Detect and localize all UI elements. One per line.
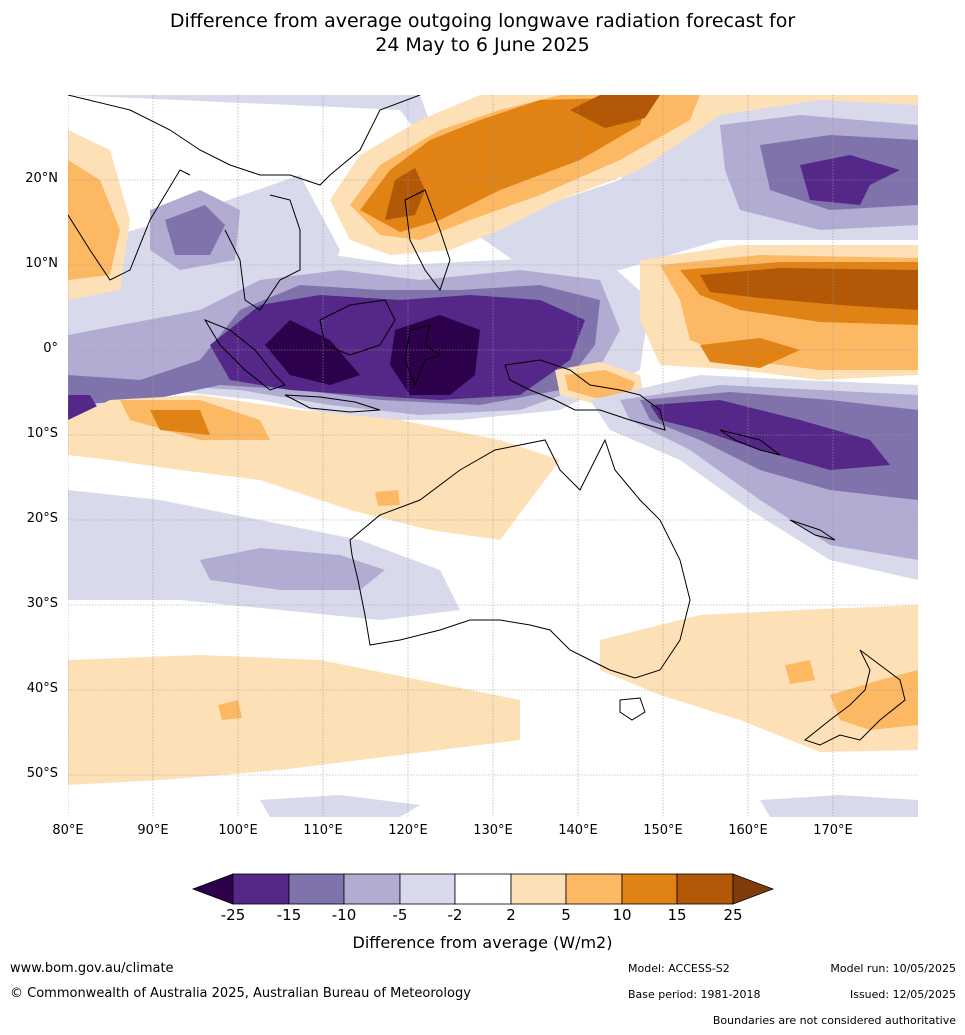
coast-new-zealand <box>803 649 906 746</box>
lon-label-80e: 80°E <box>52 823 84 838</box>
coast-vanuatu-nc <box>789 519 836 541</box>
colorbar-tick-9: 15 <box>667 906 687 924</box>
contour-pos-north-peak <box>570 95 660 128</box>
lon-label-100e: 100°E <box>218 823 258 838</box>
colorbar-arrow-min <box>191 873 234 905</box>
lon-label-110e: 110°E <box>303 823 343 838</box>
coast-sumatra <box>203 318 286 391</box>
colorbar-tick-5: -2 <box>447 906 463 924</box>
coast-java <box>284 394 381 413</box>
olr-anomaly-map <box>68 95 918 817</box>
contour-neg-pacific-north-3 <box>800 155 900 205</box>
lon-label-150e: 150°E <box>643 823 683 838</box>
contour-pos-tasman-2 <box>830 670 918 730</box>
contour-pos-pacific-eq-3b <box>700 338 800 368</box>
coast-australia <box>349 438 691 679</box>
model-run-text: Model run: 10/05/2025 <box>830 962 956 975</box>
colorbar-tick-6: 2 <box>506 906 516 924</box>
chart-title-line1: Difference from average outgoing longwav… <box>169 10 796 32</box>
disclaimer-text: Boundaries are not considered authoritat… <box>712 1014 956 1027</box>
colorbar-bin-3 <box>343 873 401 905</box>
coast-mainland-se-asia <box>68 95 421 311</box>
colorbar-bin-2 <box>288 873 345 905</box>
colorbar-bin-9 <box>676 873 734 905</box>
lon-label-170e: 170°E <box>813 823 853 838</box>
site-url-text: www.bom.gov.au/climate <box>10 961 174 976</box>
model-text: Model: ACCESS-S2 <box>628 962 730 975</box>
contour-pos-southern-ocean <box>68 655 520 785</box>
lat-label-40s: 40°S <box>26 681 58 696</box>
contour-neg-bay-bengal-2 <box>165 205 225 255</box>
contour-pos-tasman-3 <box>785 660 815 684</box>
contour-pos-southern-small <box>218 700 242 720</box>
coastlines <box>68 95 906 746</box>
coast-philippines <box>404 189 451 292</box>
lat-label-10s: 10°S <box>26 426 58 441</box>
lat-label-50s: 50°S <box>26 766 58 781</box>
colorbar-title: Difference from average (W/m2) <box>352 933 613 952</box>
lat-label-20s: 20°S <box>26 511 58 526</box>
colorbar-bin-1 <box>232 873 290 905</box>
issued-text: Issued: 12/05/2025 <box>849 988 956 1001</box>
contour-neg-indian-sw-2 <box>200 548 385 590</box>
contour-pos-philippines-4 <box>385 168 425 220</box>
colorbar-arrow-max <box>732 873 775 905</box>
lat-label-eq: 0° <box>43 341 58 356</box>
coast-sulawesi <box>404 324 442 387</box>
colorbar-bin-5 <box>454 873 512 905</box>
colorbar-tick-10: 25 <box>723 906 743 924</box>
colorbar-bin-8 <box>621 873 678 905</box>
lon-label-120e: 120°E <box>388 823 428 838</box>
colorbar-tick-2: -15 <box>276 906 302 924</box>
lon-label-90e: 90°E <box>137 823 169 838</box>
contour-pos-pacific-eq-4 <box>700 268 918 310</box>
lon-label-130e: 130°E <box>473 823 513 838</box>
contour-pos-indian-small <box>375 490 400 506</box>
copyright-text: © Commonwealth of Australia 2025, Austra… <box>10 986 471 1001</box>
contour-neg-far-south-2 <box>760 795 918 817</box>
contour-neg-maritime-core <box>265 320 360 385</box>
contour-pos-png-2 <box>565 370 635 398</box>
lon-label-160e: 160°E <box>728 823 768 838</box>
lat-label-30s: 30°S <box>26 596 58 611</box>
colorbar-tick-1: -25 <box>220 906 246 924</box>
base-period-text: Base period: 1981-2018 <box>628 988 761 1001</box>
map-gridlines <box>68 95 918 817</box>
chart-title-line2: 24 May to 6 June 2025 <box>375 34 590 56</box>
colorbar-tick-3: -10 <box>331 906 357 924</box>
coast-tasmania <box>619 697 646 721</box>
lat-label-20n: 20°N <box>25 171 58 186</box>
contour-pos-indian-south-3 <box>150 410 210 435</box>
lat-label-10n: 10°N <box>25 256 58 271</box>
coast-solomon <box>719 429 781 456</box>
coast-borneo <box>319 299 396 356</box>
lon-label-140e: 140°E <box>558 823 598 838</box>
contour-neg-maritime-core-2 <box>390 315 480 395</box>
colorbar-bin-4 <box>399 873 456 905</box>
contour-pos-india-2 <box>68 160 120 280</box>
coast-png <box>504 359 666 431</box>
colorbar-bin-7 <box>565 873 623 905</box>
contour-neg-far-south <box>260 795 420 817</box>
colorbar-bin-6 <box>510 873 567 905</box>
colorbar-tick-4: -5 <box>392 906 408 924</box>
contour-neg-north-band <box>68 95 918 270</box>
colorbar-tick-8: 10 <box>612 906 632 924</box>
contour-pos-philippines-3 <box>360 97 650 232</box>
colorbar-tick-7: 5 <box>561 906 571 924</box>
